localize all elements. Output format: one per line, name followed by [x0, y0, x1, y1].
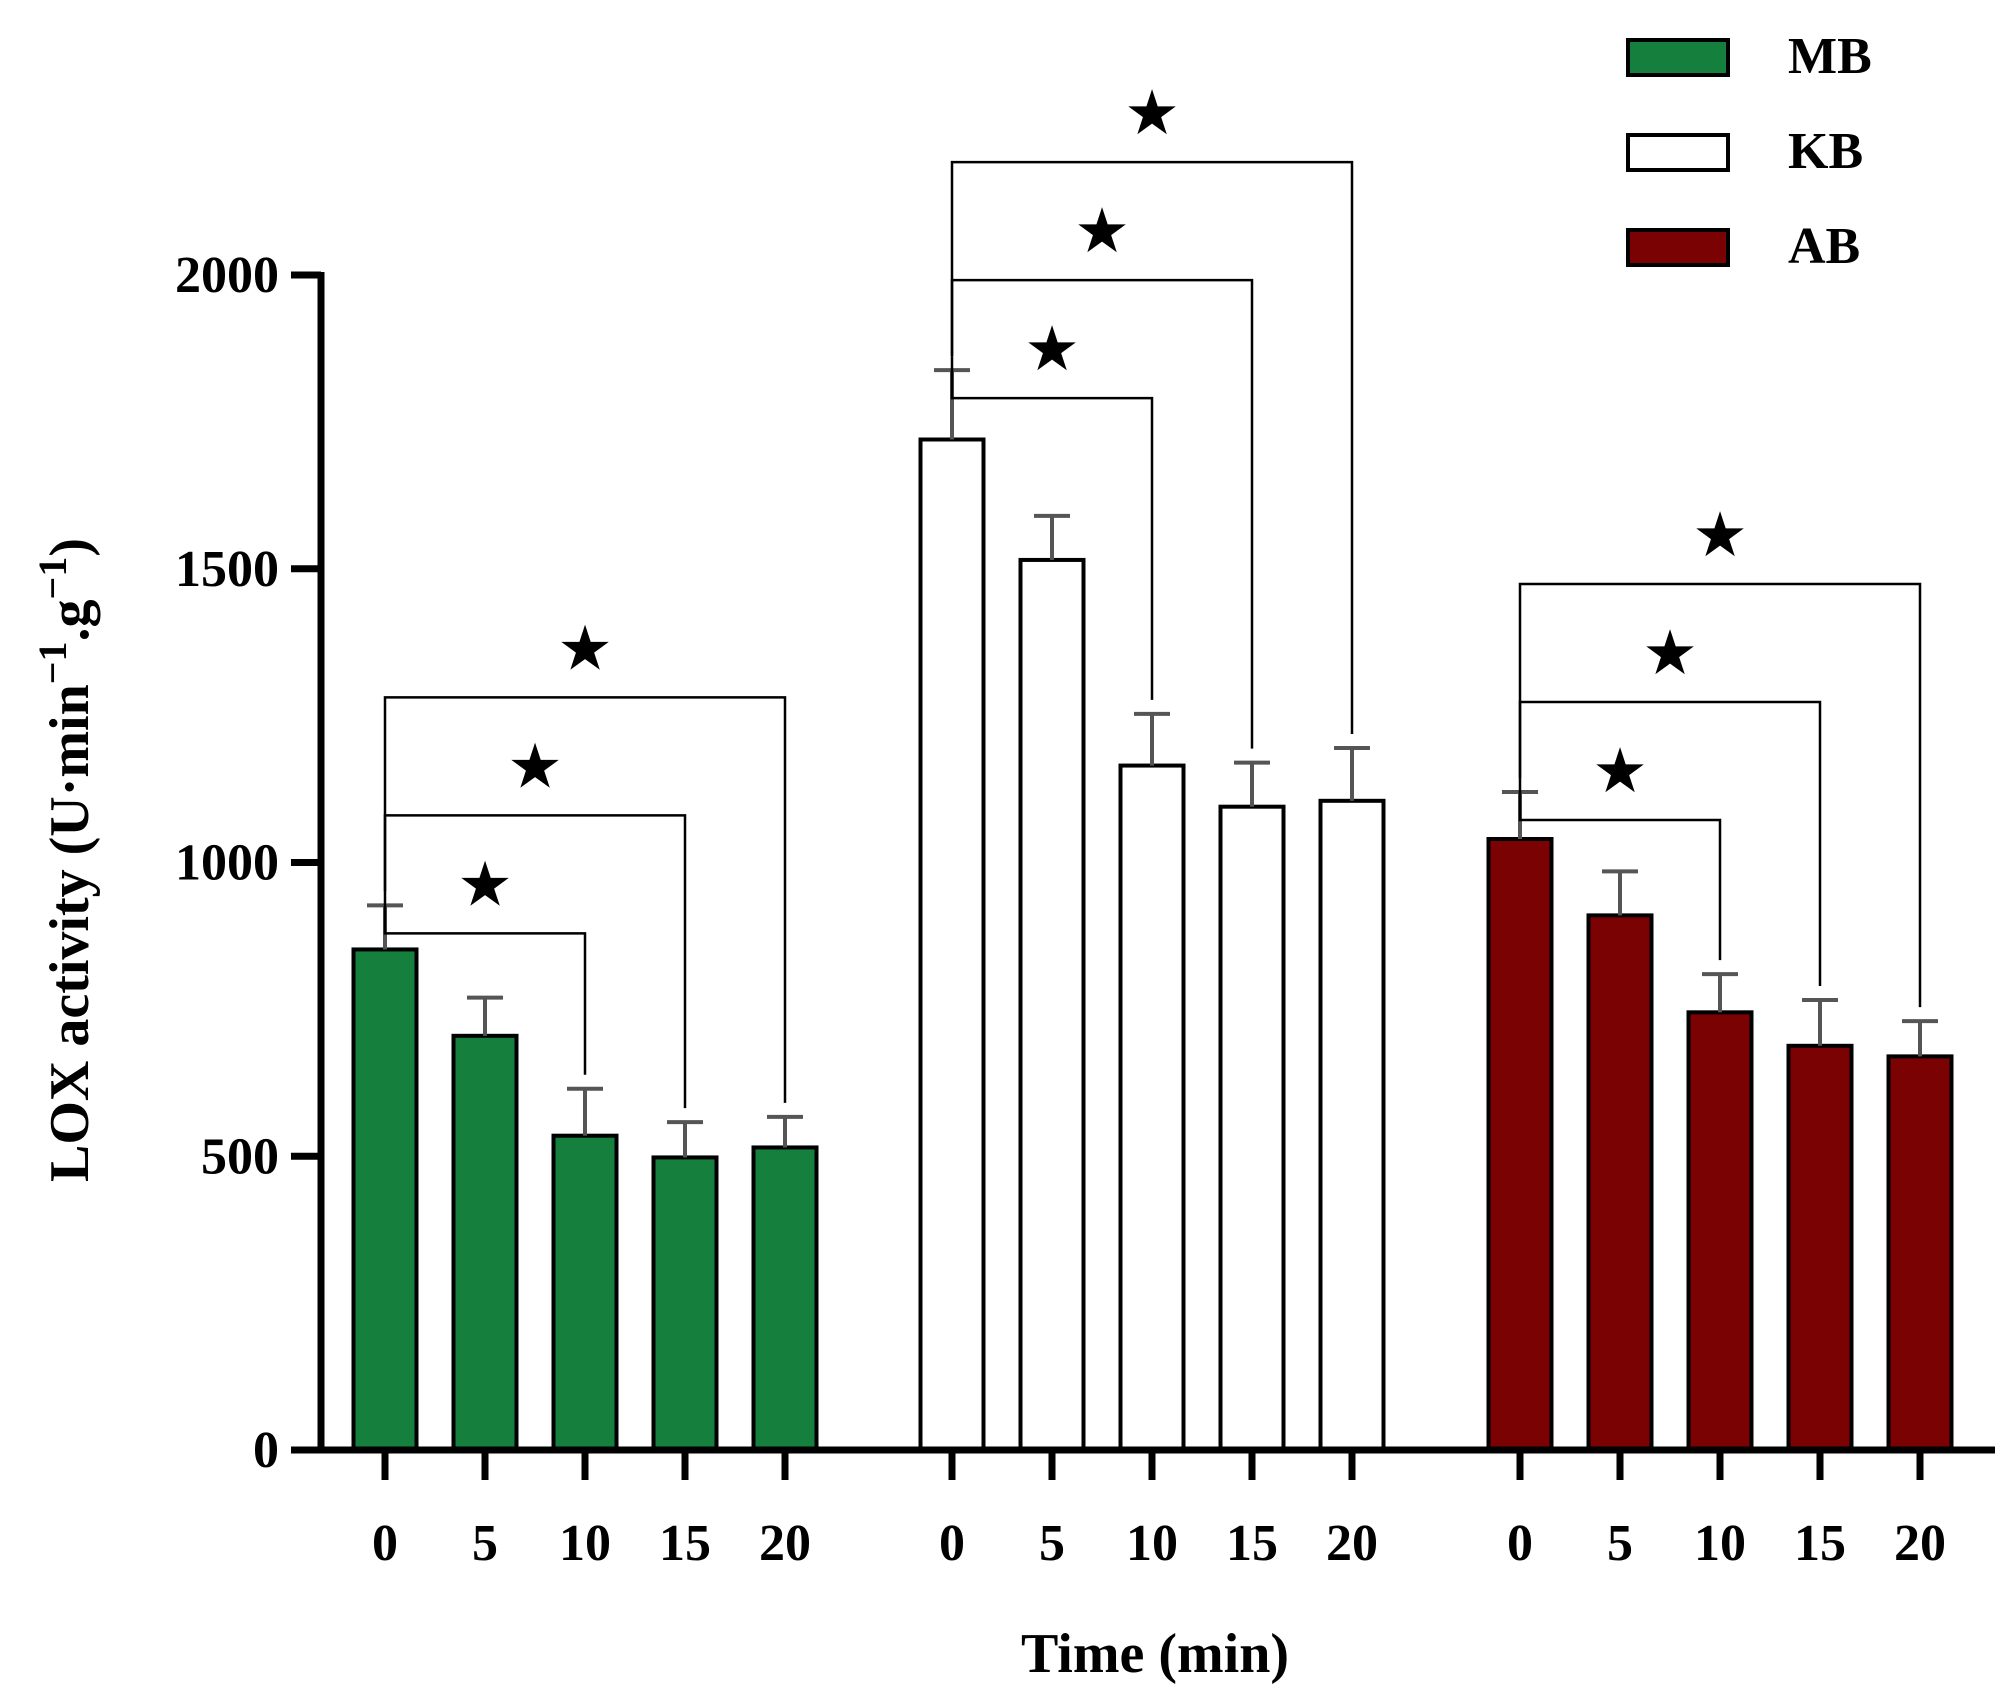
y-tick-label: 2000 — [175, 247, 279, 304]
significance-star: ★ — [1692, 498, 1748, 571]
legend-label: KB — [1788, 123, 1863, 180]
x-tick-label: 10 — [1694, 1515, 1746, 1572]
x-tick-label: 20 — [1326, 1515, 1378, 1572]
y-axis-title-sup1: −1 — [30, 641, 75, 684]
significance-star: ★ — [457, 847, 513, 920]
x-tick-label: 5 — [1039, 1515, 1065, 1572]
bar-ab-10 — [1686, 1010, 1754, 1452]
bar-mb-15 — [651, 1155, 719, 1453]
bar-ab-15 — [1786, 1043, 1854, 1453]
error-bar — [767, 1114, 803, 1148]
significance-bracket: ★ — [383, 611, 787, 1103]
significance-bracket: ★ — [383, 729, 687, 1109]
y-axis-title: LOX activity (U·min−1.g−1) — [30, 538, 102, 1182]
error-bar — [1702, 972, 1738, 1013]
bar-ab-5 — [1586, 913, 1654, 1452]
significance-bracket: ★ — [950, 312, 1154, 700]
bars-layer — [351, 368, 1954, 1453]
significance-star: ★ — [1074, 194, 1130, 267]
bar-ab-0 — [1486, 837, 1554, 1452]
error-bar — [467, 995, 503, 1036]
y-axis-title-suffix: ) — [39, 538, 101, 557]
bar-mb-5 — [451, 1033, 519, 1452]
significance-bracket: ★ — [1518, 616, 1822, 986]
y-tick-label: 1500 — [175, 541, 279, 598]
bar-kb-20 — [1318, 798, 1386, 1452]
bar-kb-0 — [918, 437, 986, 1452]
y-axis-title-prefix: LOX activity (U·min — [39, 684, 101, 1182]
legend-item-ab: AB — [1626, 218, 1860, 275]
legend-label: MB — [1788, 28, 1872, 85]
legend-item-mb: MB — [1626, 28, 1872, 85]
x-tick-label: 15 — [659, 1515, 711, 1572]
error-bar — [1034, 513, 1070, 560]
x-tick-label: 10 — [559, 1515, 611, 1572]
x-tick-label: 15 — [1226, 1515, 1278, 1572]
bar-mb-0 — [351, 947, 419, 1452]
x-tick-label: 5 — [1607, 1515, 1633, 1572]
legend-swatch — [1626, 228, 1730, 267]
x-tick-label: 15 — [1794, 1515, 1846, 1572]
bar-ab-20 — [1886, 1054, 1954, 1452]
significance-bracket: ★ — [383, 847, 587, 1075]
y-axis-title-mid: .g — [39, 599, 101, 641]
significance-star: ★ — [1592, 734, 1648, 807]
bar-mb-20 — [751, 1145, 819, 1452]
error-bar — [567, 1086, 603, 1136]
significance-star: ★ — [557, 611, 613, 684]
legend-label: AB — [1788, 218, 1860, 275]
significance-bracket: ★ — [950, 194, 1254, 749]
x-tick-label: 5 — [472, 1515, 498, 1572]
bar-mb-10 — [551, 1133, 619, 1452]
significance-layer: ★ ★ ★ ★ ★ ★ ★ ★ ★ — [383, 76, 1922, 1109]
axes-layer: 0 500 1000 1500 2000 0 5 10 15 20 0 5 10 15 20 0 5 10 15 20 — [175, 247, 1995, 1572]
legend-swatch — [1626, 38, 1730, 77]
legend-item-kb: KB — [1626, 123, 1863, 180]
x-tick-label: 0 — [1507, 1515, 1533, 1572]
error-bar — [1234, 760, 1270, 807]
y-tick-label: 500 — [201, 1128, 279, 1185]
x-tick-label: 20 — [1894, 1515, 1946, 1572]
significance-bracket: ★ — [1518, 498, 1922, 1008]
bar-kb-5 — [1018, 557, 1086, 1452]
bar-kb-15 — [1218, 804, 1286, 1452]
error-bar — [1134, 711, 1170, 766]
significance-star: ★ — [1642, 616, 1698, 689]
error-bar — [1802, 997, 1838, 1046]
bar-kb-10 — [1118, 763, 1186, 1452]
y-tick-label: 1000 — [175, 835, 279, 892]
x-tick-label: 10 — [1126, 1515, 1178, 1572]
significance-star: ★ — [507, 729, 563, 802]
significance-bracket: ★ — [1518, 734, 1722, 961]
error-bar — [1602, 869, 1638, 916]
legend-swatch — [1626, 133, 1730, 172]
x-tick-label: 20 — [759, 1515, 811, 1572]
significance-bracket: ★ — [950, 76, 1354, 734]
error-bar — [667, 1120, 703, 1158]
error-bar — [1902, 1019, 1938, 1057]
error-bar — [1334, 745, 1370, 801]
significance-star: ★ — [1024, 312, 1080, 385]
y-axis-title-sup2: −1 — [30, 557, 75, 600]
x-tick-label: 0 — [372, 1515, 398, 1572]
legend: MB KB AB — [1626, 28, 1872, 275]
significance-star: ★ — [1124, 76, 1180, 149]
y-tick-label: 0 — [253, 1422, 279, 1479]
x-axis-title: Time (min) — [1021, 1623, 1289, 1685]
x-tick-label: 0 — [939, 1515, 965, 1572]
